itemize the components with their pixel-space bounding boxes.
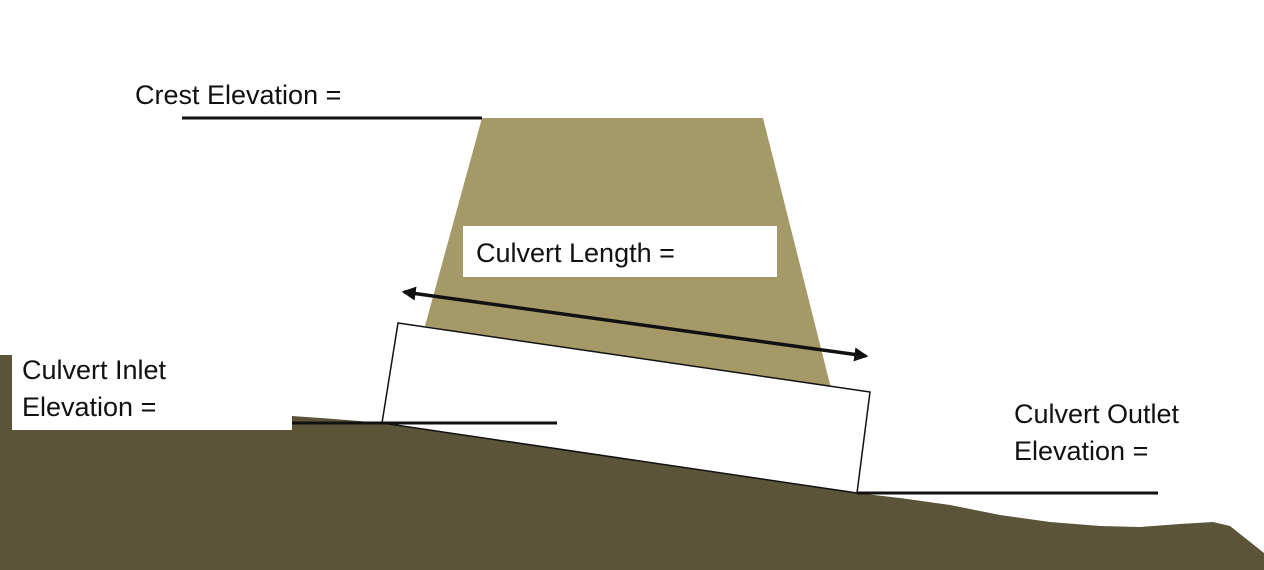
culvert-length-label-box [463, 226, 777, 277]
culvert-length-label: Culvert Length = [476, 238, 675, 268]
culvert-length-arrow [401, 286, 869, 362]
crest-elevation-label: Crest Elevation = [135, 80, 342, 110]
inlet-elevation-label-line2: Elevation = [22, 392, 157, 422]
ground [0, 355, 1264, 570]
outlet-elevation-label-line2: Elevation = [1014, 436, 1149, 466]
outlet-elevation-label-line1: Culvert Outlet [1014, 399, 1180, 429]
inlet-elevation-label-line1: Culvert Inlet [22, 355, 167, 385]
